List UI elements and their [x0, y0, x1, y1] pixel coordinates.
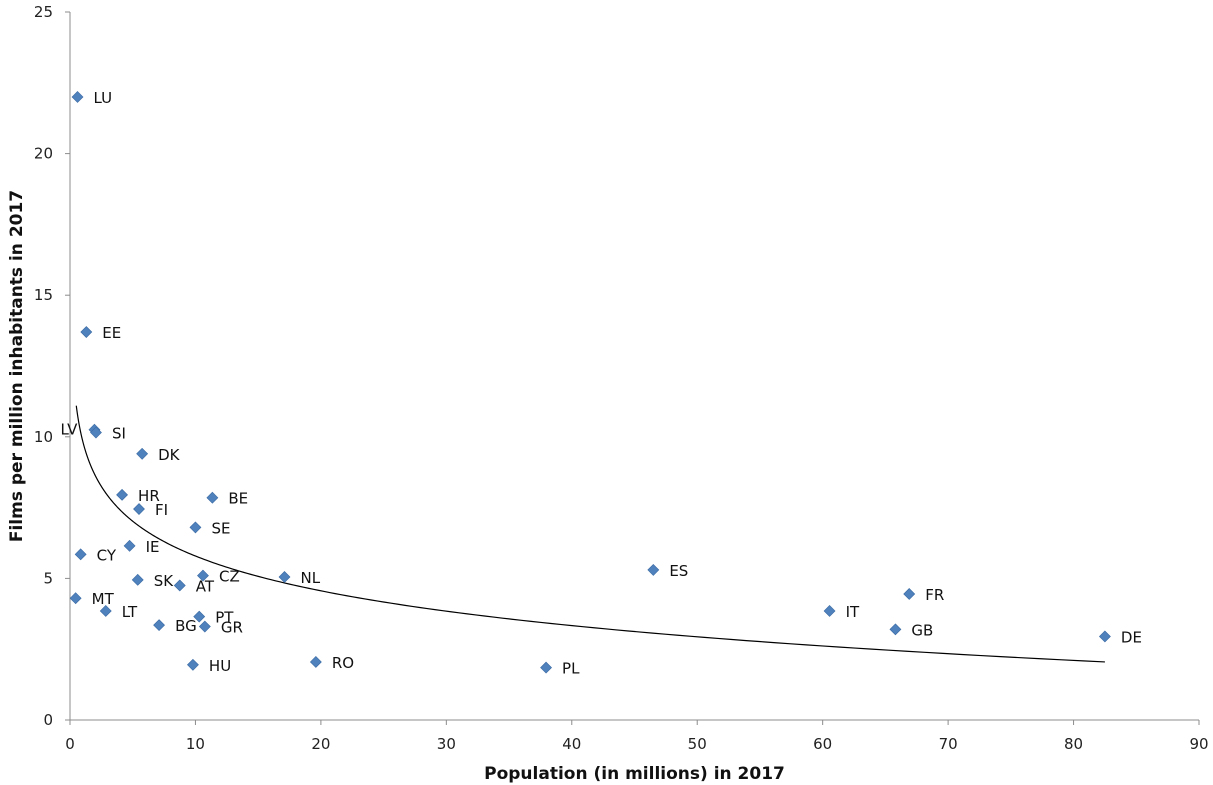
point-label-cy: CY	[97, 546, 117, 564]
point-label-it: IT	[846, 603, 860, 621]
trendline-layer	[75, 405, 1105, 663]
point-label-pt: PT	[215, 609, 234, 627]
data-point-dk	[136, 447, 149, 460]
data-point-pt	[193, 610, 206, 623]
data-point-it	[823, 605, 836, 617]
point-label-gb: GB	[911, 621, 933, 639]
point-label-bg: BG	[175, 617, 197, 635]
axes	[69, 12, 1199, 721]
y-tick-label: 10	[34, 428, 53, 446]
point-label-sk: SK	[154, 572, 175, 590]
y-tick-label: 25	[34, 3, 53, 21]
data-point-hu	[187, 658, 199, 671]
point-label-es: ES	[669, 562, 688, 580]
data-point-be	[206, 491, 219, 504]
data-point-cz	[197, 569, 209, 582]
point-label-si: SI	[112, 425, 126, 443]
x-tick-label: 40	[562, 735, 581, 753]
point-label-fi: FI	[155, 501, 168, 519]
x-tick-label: 10	[186, 735, 205, 753]
point-label-at: AT	[196, 577, 215, 595]
x-tick-label: 60	[813, 735, 832, 753]
y-tick-label: 20	[34, 145, 53, 163]
point-label-lu: LU	[94, 89, 113, 107]
x-axis-title: Population (in millions) in 2017	[484, 764, 785, 784]
data-point-at	[173, 579, 186, 592]
data-point-si	[90, 426, 102, 439]
point-label-lt: LT	[122, 603, 138, 621]
data-point-bg	[153, 619, 165, 632]
data-point-sk	[131, 573, 144, 586]
data-point-gr	[198, 620, 211, 633]
data-point-fi	[133, 503, 145, 515]
point-label-cz: CZ	[219, 568, 240, 586]
point-label-gr: GR	[221, 619, 243, 637]
x-tick-label: 50	[688, 735, 707, 753]
x-tick-label: 30	[437, 735, 456, 753]
point-label-hu: HU	[209, 657, 231, 675]
data-point-lu	[71, 91, 84, 103]
point-label-lv: LV	[60, 421, 78, 439]
point-label-hr: HR	[138, 487, 160, 505]
data-point-ie	[123, 539, 136, 552]
data-point-de	[1098, 630, 1111, 643]
point-label-de: DE	[1121, 628, 1142, 646]
y-tick-label: 5	[43, 569, 53, 587]
point-label-nl: NL	[301, 569, 321, 587]
data-point-nl	[278, 571, 291, 583]
data-point-ee	[80, 326, 93, 338]
data-point-lt	[99, 605, 112, 617]
point-label-fr: FR	[925, 586, 944, 604]
data-point-se	[189, 521, 202, 534]
x-tick-label: 70	[939, 735, 958, 753]
data-point-mt	[69, 592, 82, 605]
point-label-be: BE	[228, 490, 248, 508]
point-label-dk: DK	[158, 446, 181, 464]
y-axis-title: Films per million inhabitants in 2017	[7, 190, 27, 542]
data-point-pl	[540, 661, 552, 674]
point-label-ee: EE	[102, 324, 121, 342]
point-label-se: SE	[211, 519, 230, 537]
data-point-fr	[903, 588, 916, 600]
x-tick-label: 0	[65, 735, 75, 753]
tick-labels: 0 10 20 30 40 50 60 70 80 90 0 5 10 15 20 25	[34, 3, 1209, 753]
data-point-hr	[116, 488, 128, 501]
data-point-gb	[889, 623, 902, 636]
data-point-ro	[309, 656, 322, 668]
data-point-es	[647, 563, 660, 576]
log-trendline	[75, 405, 1105, 663]
point-label-ro: RO	[332, 654, 354, 672]
x-tick-label: 80	[1064, 735, 1083, 753]
y-tick-label: 15	[34, 286, 53, 304]
x-tick-label: 20	[311, 735, 330, 753]
point-label-ie: IE	[146, 538, 160, 556]
point-label-pl: PL	[562, 660, 580, 678]
y-tick-label: 0	[43, 711, 53, 729]
x-tick-label: 90	[1189, 735, 1208, 753]
point-label-mt: MT	[92, 590, 115, 608]
data-point-cy	[74, 548, 87, 561]
